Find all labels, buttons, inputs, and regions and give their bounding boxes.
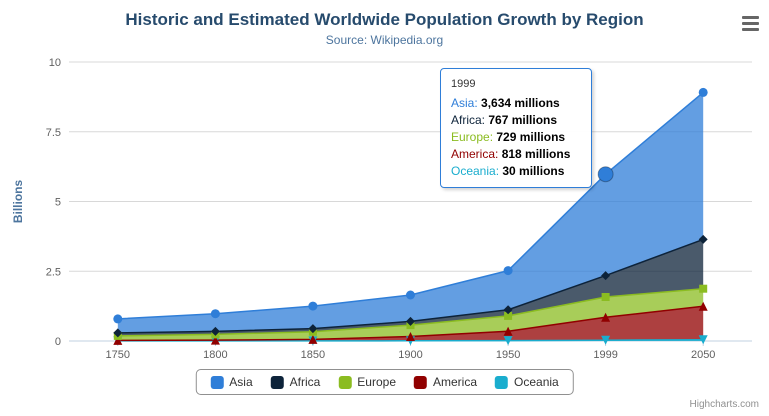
tooltip-series-name: Oceania:: [451, 164, 503, 178]
tooltip-value: 3,634 millions: [481, 96, 560, 110]
svg-text:1750: 1750: [106, 349, 130, 361]
tooltip-value: 767 millions: [488, 113, 558, 127]
legend-item-europe[interactable]: Europe: [338, 375, 396, 389]
legend-swatch: [414, 375, 428, 389]
legend-swatch: [270, 375, 284, 389]
legend-item-label: America: [433, 375, 478, 389]
legend-item-label: Europe: [357, 375, 397, 389]
chart-subtitle: Source: Wikipedia.org: [325, 33, 444, 47]
tooltip: 1999 Asia: 3,634 millions Africa: 767 mil…: [440, 68, 592, 188]
chart-title: Historic and Estimated Worldwide Populat…: [125, 10, 644, 29]
svg-text:1999: 1999: [593, 349, 617, 361]
tooltip-row: Europe: 729 millions: [451, 129, 581, 146]
svg-text:1800: 1800: [203, 349, 227, 361]
svg-text:2.5: 2.5: [46, 266, 61, 278]
tooltip-series-name: Africa:: [451, 113, 489, 127]
legend-swatch: [210, 375, 224, 389]
area-africa: [117, 239, 704, 336]
tooltip-row: America: 818 millions: [451, 146, 581, 163]
tooltip-value: 818 millions: [501, 147, 571, 161]
svg-text:0: 0: [55, 336, 61, 348]
y-axis-title: Billions: [11, 180, 25, 224]
tooltip-series-name: America:: [451, 147, 502, 161]
tooltip-series-name: Europe:: [451, 130, 497, 144]
legend-item-label: Africa: [289, 375, 321, 389]
y-axis-labels: 0 2.5 5 7.5 10: [46, 57, 61, 348]
legend-item-asia[interactable]: Asia: [210, 375, 253, 389]
svg-text:1950: 1950: [496, 349, 520, 361]
svg-text:1900: 1900: [398, 349, 422, 361]
tooltip-series-name: Asia:: [451, 96, 482, 110]
tooltip-row: Oceania: 30 millions: [451, 163, 581, 180]
legend-item-oceania[interactable]: Oceania: [495, 375, 559, 389]
point-markers: [113, 87, 708, 346]
tooltip-header: 1999: [451, 78, 476, 90]
legend: Asia Africa Europe America Oceania: [195, 369, 574, 395]
legend-item-label: Asia: [229, 375, 253, 389]
x-axis-labels: 1750 1800 1850 1900 1950 1999 2050: [106, 349, 716, 361]
tooltip-row: Africa: 767 millions: [451, 112, 581, 129]
area-america: [117, 306, 704, 341]
highcharts-credits-link[interactable]: Highcharts.com: [689, 399, 759, 410]
legend-item-africa[interactable]: Africa: [270, 375, 321, 389]
svg-text:1850: 1850: [301, 349, 325, 361]
svg-text:7.5: 7.5: [46, 127, 61, 139]
tooltip-value: 30 millions: [502, 164, 565, 178]
hamburger-icon: [742, 22, 759, 25]
areas: [117, 92, 704, 341]
tooltip-row: Asia: 3,634 millions: [451, 95, 581, 112]
hamburger-icon: [742, 28, 759, 31]
svg-text:10: 10: [49, 57, 61, 69]
tooltip-rows: Asia: 3,634 millions Africa: 767 millions…: [451, 95, 581, 180]
export-menu-button[interactable]: [737, 14, 759, 33]
legend-item-label: Oceania: [514, 375, 559, 389]
area-asia: [117, 92, 704, 333]
hamburger-icon: [742, 16, 759, 19]
svg-text:5: 5: [55, 197, 61, 209]
tooltip-value: 729 millions: [496, 130, 566, 144]
legend-swatch: [495, 375, 509, 389]
legend-swatch: [338, 375, 352, 389]
legend-item-america[interactable]: America: [414, 375, 477, 389]
svg-text:2050: 2050: [691, 349, 715, 361]
